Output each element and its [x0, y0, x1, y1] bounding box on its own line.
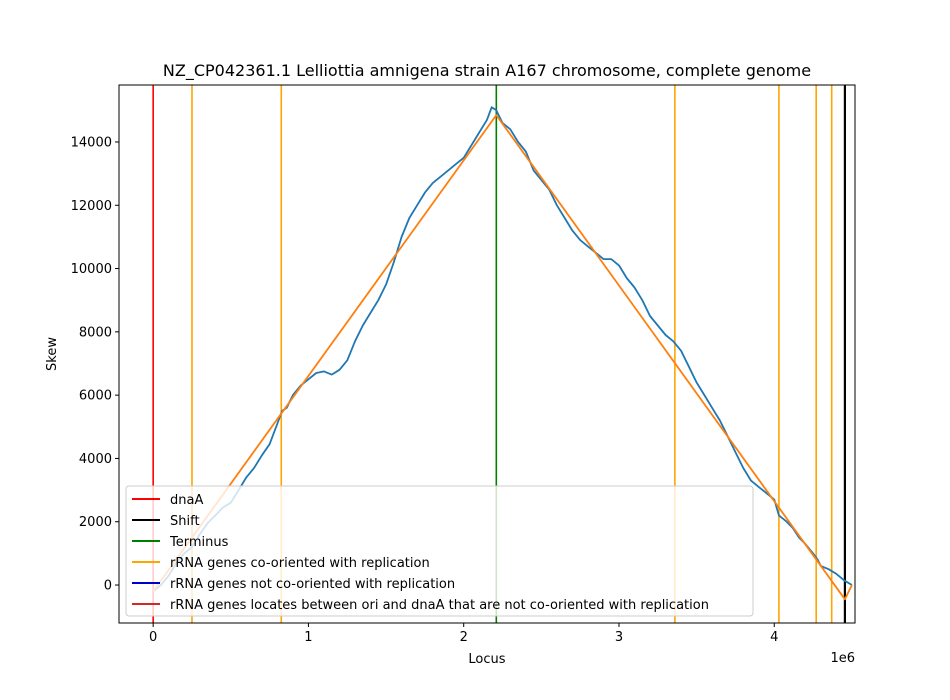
y-tick-label-4: 8000	[79, 325, 112, 340]
y-axis: 0 2000 4000 6000 8000 10000 12000 14000	[71, 135, 119, 594]
legend-label-1: Shift	[170, 514, 200, 529]
chart-title: NZ_CP042361.1 Lelliottia amnigena strain…	[163, 61, 811, 81]
legend-label-4: rRNA genes not co-oriented with replicat…	[170, 577, 455, 592]
legend-label-3: rRNA genes co-oriented with replication	[170, 556, 430, 571]
x-tick-label-2: 2	[460, 630, 468, 645]
y-tick-label-3: 6000	[79, 389, 112, 404]
legend-box	[125, 485, 754, 617]
x-tick-label-1: 1	[304, 630, 312, 645]
y-tick-label-5: 10000	[71, 262, 112, 277]
y-tick-label-1: 2000	[79, 515, 112, 530]
plot-frame	[118, 84, 856, 624]
x-axis-label: Locus	[468, 652, 505, 667]
x-tick-label-3: 3	[615, 630, 623, 645]
x-axis: 0 1 2 3 4	[149, 623, 778, 645]
legend-label-2: Terminus	[169, 535, 229, 550]
y-tick-label-0: 0	[104, 579, 112, 594]
fit-series-line	[152, 114, 853, 601]
x-tick-label-4: 4	[770, 630, 778, 645]
x-offset-label: 1e6	[830, 651, 855, 666]
y-axis-label: Skew	[45, 337, 60, 371]
y-tick-label-7: 14000	[71, 135, 112, 150]
y-tick-label-2: 4000	[79, 452, 112, 467]
vertical-markers	[152, 85, 847, 623]
y-tick-label-6: 12000	[71, 199, 112, 214]
legend-label-0: dnaA	[170, 493, 203, 508]
legend-label-5: rRNA genes locates between ori and dnaA …	[170, 598, 709, 613]
legend: dnaA Shift Terminus rRNA genes co-oriented …	[125, 485, 754, 617]
x-tick-label-0: 0	[149, 630, 157, 645]
series-lines	[152, 106, 853, 601]
